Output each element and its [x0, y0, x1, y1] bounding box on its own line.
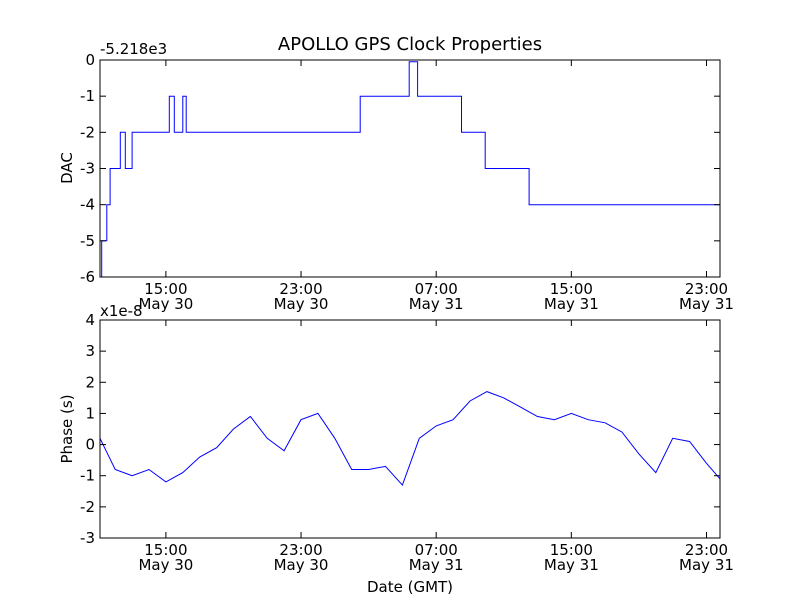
dac-y-axis-label: DAC	[58, 152, 76, 184]
phase-ytick-label: 3	[85, 342, 95, 360]
phase-axes-frame	[99, 319, 721, 539]
dac-xtick-time-label: 15:00	[550, 280, 593, 298]
phase-y-axis-label: Phase (s)	[58, 394, 76, 463]
phase-ytick-label: 1	[85, 404, 95, 422]
dac-xtick-date-label: May 31	[409, 295, 464, 313]
dac-xtick-date-label: May 30	[138, 295, 193, 313]
chart-title: APOLLO GPS Clock Properties	[278, 34, 542, 55]
dac-ytick-label: 0	[85, 51, 95, 69]
phase-xtick-date-label: May 30	[138, 556, 193, 574]
dac-xtick-time-label: 15:00	[144, 280, 187, 298]
dac-xtick-date-label: May 31	[544, 295, 599, 313]
dac-xtick-date-label: May 30	[274, 295, 329, 313]
dac-ytick-label: -5	[80, 232, 95, 250]
phase-xtick-time-label: 23:00	[279, 541, 322, 559]
dac-series-layer	[100, 61, 720, 278]
phase-ytick-label: -3	[80, 529, 95, 547]
dac-ytick-label: -2	[80, 123, 95, 141]
dac-axes-frame	[99, 59, 721, 278]
dac-xtick-date-label: May 31	[679, 295, 734, 313]
dac-xtick-time-label: 23:00	[279, 280, 322, 298]
dac-series-line	[100, 61, 720, 278]
phase-xtick-time-label: 07:00	[415, 541, 458, 559]
dac-xtick-time-label: 23:00	[685, 280, 728, 298]
phase-xtick-date-label: May 30	[274, 556, 329, 574]
phase-ytick-label: 0	[85, 436, 95, 454]
phase-offset-text: x1e-8	[100, 302, 143, 320]
phase-xtick-time-label: 23:00	[685, 541, 728, 559]
dac-ytick-label: -6	[80, 268, 95, 286]
dac-ytick-label: -4	[80, 196, 95, 214]
dac-ytick-label: -1	[80, 87, 95, 105]
dac-xtick-time-label: 07:00	[415, 280, 458, 298]
phase-xtick-date-label: May 31	[679, 556, 734, 574]
x-axis-label: Date (GMT)	[367, 578, 453, 596]
dac-offset-text: -5.218e3	[100, 40, 167, 58]
phase-series-line	[99, 391, 721, 487]
phase-xtick-time-label: 15:00	[144, 541, 187, 559]
dac-ytick-label: -3	[80, 160, 95, 178]
phase-ytick-label: 2	[85, 373, 95, 391]
phase-series-layer	[99, 391, 721, 487]
phase-xtick-time-label: 15:00	[550, 541, 593, 559]
phase-ytick-label: -1	[80, 467, 95, 485]
phase-ytick-label: 4	[85, 311, 95, 329]
phase-ytick-label: -2	[80, 498, 95, 516]
phase-xtick-date-label: May 31	[409, 556, 464, 574]
phase-xtick-date-label: May 31	[544, 556, 599, 574]
